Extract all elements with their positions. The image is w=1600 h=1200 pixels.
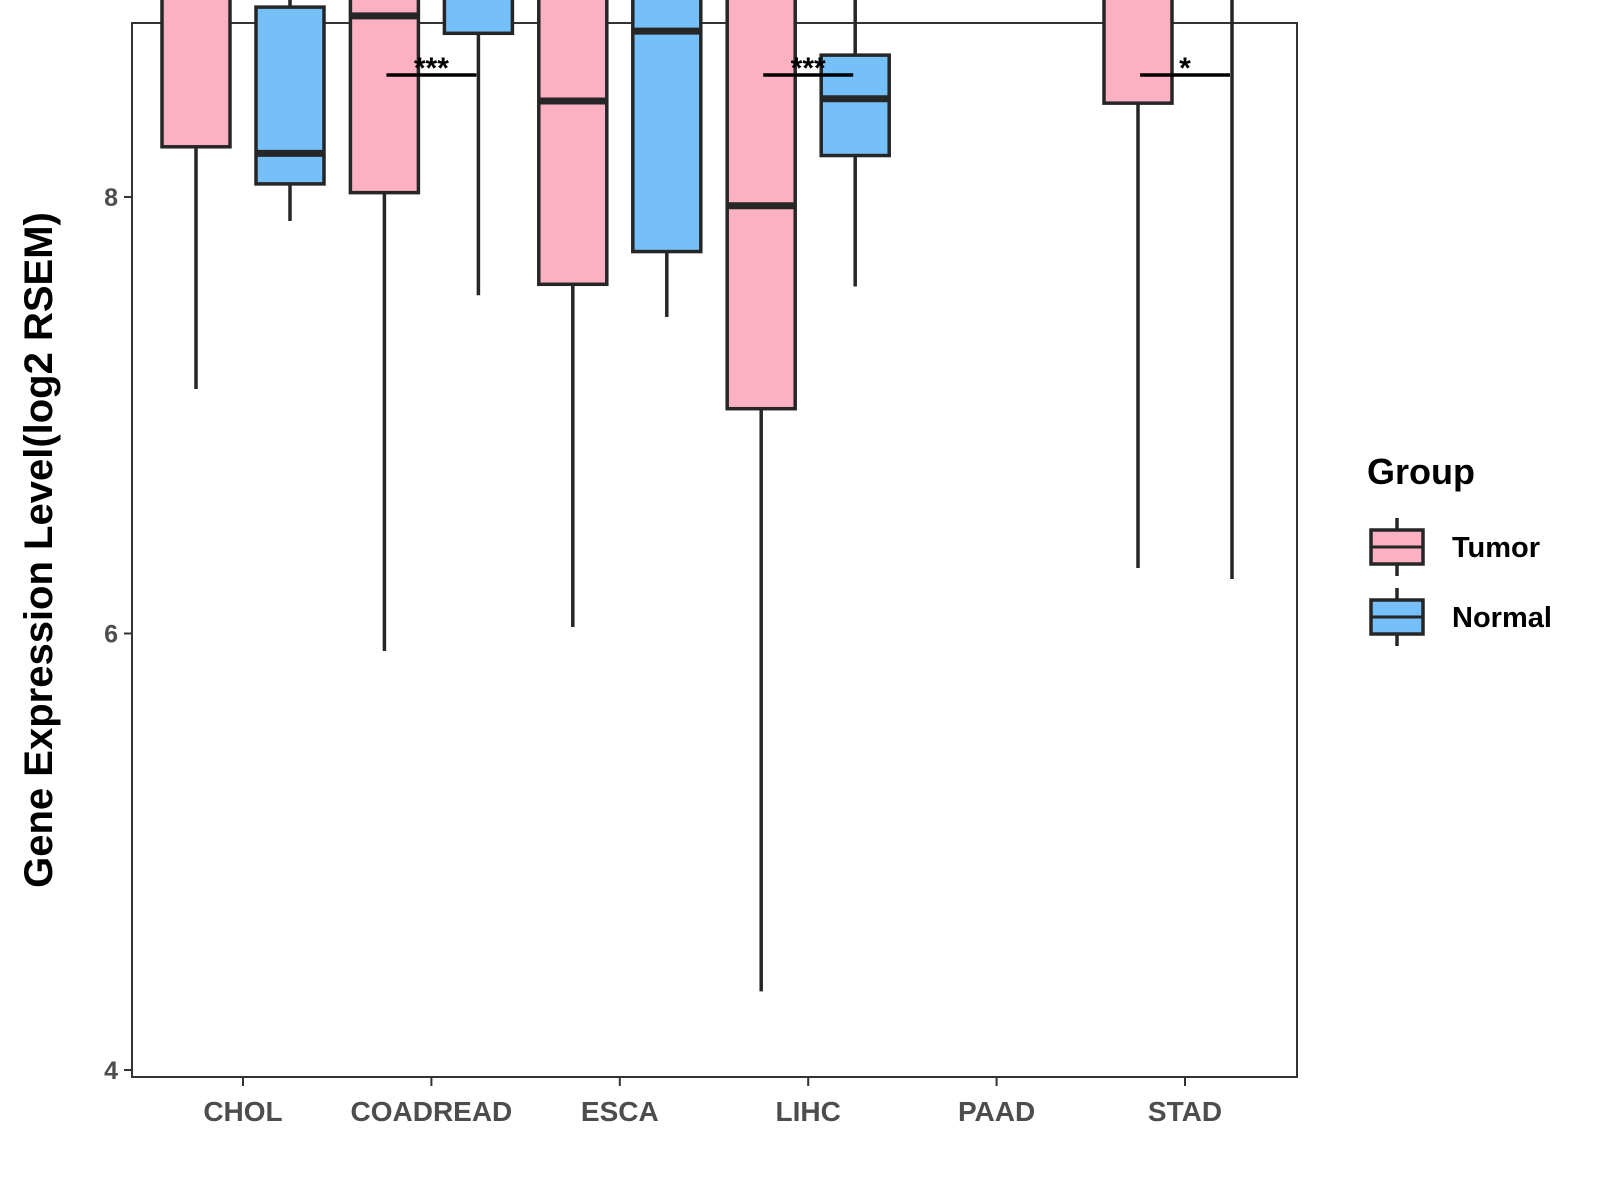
x-tick-label: CHOL (203, 1096, 282, 1127)
box-tumor-esca (537, 0, 609, 627)
legend-label: Tumor (1452, 532, 1540, 564)
x-tick-label: STAD (1148, 1096, 1222, 1127)
box-body (254, 5, 326, 186)
x-tick-label: LIHC (776, 1096, 841, 1127)
box-normal-stad (1230, 0, 1234, 579)
box-normal-coadread (442, 0, 515, 296)
legend-item-tumor: Tumor (1369, 518, 1540, 576)
significance-label: *** (791, 52, 826, 85)
y-axis-title: Gene Expression Level(log2 RSEM) (17, 212, 61, 888)
box-normal-esca (631, 0, 703, 318)
legend-item-normal: Normal (1369, 588, 1552, 646)
x-tick-label: PAAD (958, 1096, 1035, 1127)
box-tumor-stad (1102, 0, 1174, 569)
plot-border (131, 22, 1298, 1078)
box-body (537, 0, 609, 287)
box-body (160, 0, 232, 149)
box-series (160, 0, 1234, 992)
x-tick-label: COADREAD (351, 1096, 513, 1127)
significance-label: *** (414, 52, 449, 85)
legend-title: Group (1367, 451, 1475, 492)
box-tumor-chol (160, 0, 232, 390)
box-body (819, 53, 891, 158)
legend-label: Normal (1452, 602, 1552, 634)
y-tick-label: 4 (104, 1057, 118, 1085)
box-tumor-coadread (348, 0, 421, 651)
box-normal-chol (254, 0, 326, 222)
box-normal-lihc (819, 0, 891, 287)
box-body (442, 0, 515, 36)
significance-annotations: *** *** * (386, 52, 1230, 85)
box-tumor-lihc (725, 0, 797, 992)
y-tick-label: 6 (104, 621, 118, 649)
y-tick-label: 8 (104, 184, 118, 212)
box-body (631, 0, 703, 254)
legend: Group Tumor Normal (1367, 451, 1552, 646)
box-body (1102, 0, 1174, 105)
box-body (348, 0, 421, 195)
y-axis: 4681012 (104, 184, 132, 1085)
x-axis: CHOL COADREAD ESCA LIHC PAAD STAD (203, 1077, 1222, 1127)
x-tick-label: ESCA (581, 1096, 659, 1127)
plot-panel (131, 22, 1298, 1078)
significance-label: * (1179, 52, 1191, 85)
